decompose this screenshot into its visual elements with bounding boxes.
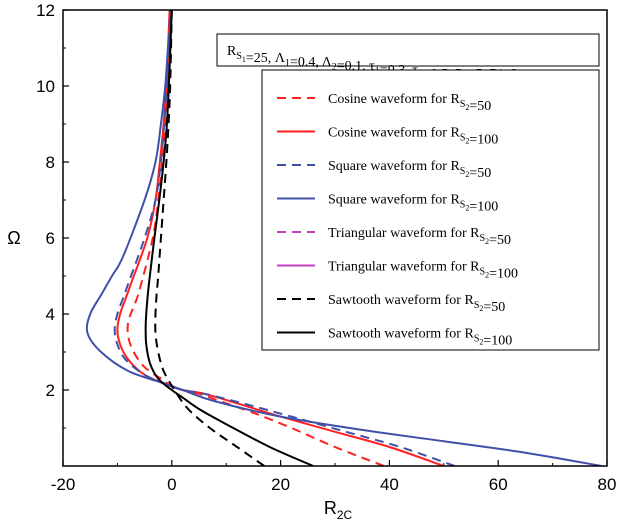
legend-box: [261, 69, 600, 351]
series-line-3: [113, 10, 456, 466]
x-tick-label: 20: [271, 475, 290, 494]
series-line-4: [85, 10, 602, 466]
legend-label-4: Square waveform for RS2=100: [328, 193, 498, 215]
legend-label-1: Cosine waveform for RS2=50: [328, 92, 491, 114]
legend-label-5: Triangular waveform for RS2=50: [328, 226, 511, 248]
params-box: [216, 33, 600, 67]
x-axis-title-main: R: [324, 498, 337, 518]
y-axis-title: Ω: [7, 228, 20, 248]
legend-label-2: Cosine waveform for RS2=100: [328, 126, 498, 148]
y-tick-label: 10: [36, 77, 55, 96]
x-tick-label: 0: [167, 475, 176, 494]
legend-label-8: Sawtooth waveform for RS2=100: [328, 327, 512, 349]
series-line-1: [126, 10, 385, 466]
legend-label-3: Square waveform for RS2=50: [328, 159, 491, 181]
legend-label-6: Triangular waveform for RS2=100: [328, 260, 518, 282]
y-tick-label: 4: [46, 305, 55, 324]
series-layer: [85, 10, 602, 466]
legend: Cosine waveform for RS2=50 Cosine wavefor…: [277, 92, 518, 349]
legend-label-7: Sawtooth waveform for RS2=50: [328, 293, 505, 315]
x-tick-label: 40: [380, 475, 399, 494]
ticks-layer: -20 0 20 40 60 80 2 4 6 8 10 12: [36, 1, 616, 494]
x-axis-title: R2C: [324, 498, 353, 522]
x-tick-label: 60: [489, 475, 508, 494]
x-tick-label: -20: [51, 475, 76, 494]
y-tick-label: 8: [46, 153, 55, 172]
x-axis-title-sub: 2C: [337, 508, 353, 522]
series-line-8: [144, 10, 314, 466]
x-tick-label: 80: [598, 475, 617, 494]
y-tick-label: 12: [36, 1, 55, 20]
y-tick-label: 6: [46, 229, 55, 248]
series-line-7: [154, 10, 265, 466]
y-tick-label: 2: [46, 381, 55, 400]
